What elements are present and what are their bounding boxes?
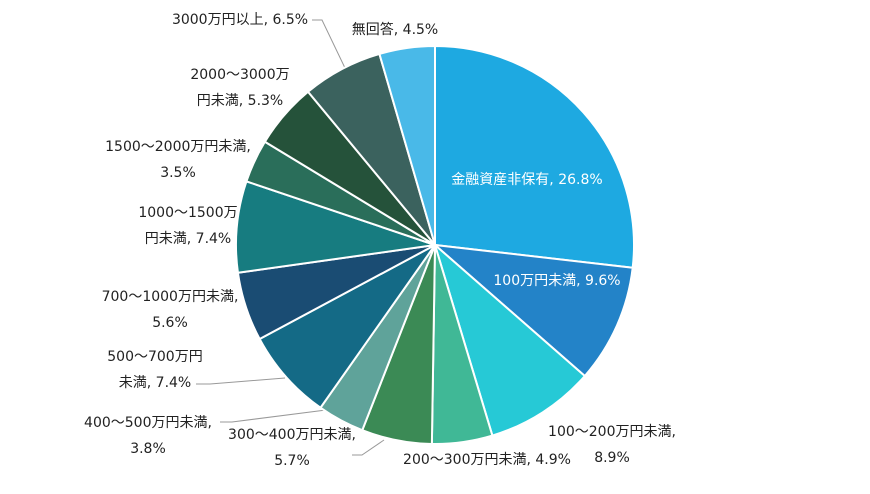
value-label: 26.8% <box>558 172 603 188</box>
value-label: 3.5% <box>160 165 196 181</box>
category: 2000～3000万円未満 <box>190 67 290 109</box>
category: 1000～1500万円未満 <box>138 205 238 247</box>
data-label: 200～300万円未満, 4.9% <box>372 447 602 473</box>
value-label: 9.6% <box>585 273 621 289</box>
data-label: 金融資産非保有, 26.8% <box>417 167 637 193</box>
separator: , <box>526 452 536 468</box>
category: 3000万円以上 <box>171 12 264 28</box>
category: 無回答 <box>351 22 394 38</box>
leader-line <box>312 19 346 69</box>
data-label: 1500～2000万円未満, 3.5% <box>93 134 263 186</box>
value-label: 8.9% <box>594 450 630 466</box>
category: 700～1000万円未満 <box>101 289 234 305</box>
category: 300～400万円未満 <box>228 427 352 443</box>
category: 1500～2000万円未満 <box>105 139 247 155</box>
pie-slice <box>433 241 587 437</box>
separator: , <box>207 415 212 431</box>
separator: , <box>351 427 356 443</box>
separator: , <box>238 93 248 109</box>
separator: , <box>671 424 676 440</box>
value-label: 5.6% <box>152 315 188 331</box>
category: 400～500万円未満 <box>84 415 208 431</box>
category: 金融資産非保有 <box>451 172 550 188</box>
value-label: 5.3% <box>247 93 284 109</box>
separator: , <box>146 375 156 391</box>
value-label: 4.9% <box>535 452 571 468</box>
data-label: 100万円未満, 9.6% <box>457 268 657 294</box>
data-label: 3000万円以上, 6.5% <box>125 7 355 33</box>
data-label: 2000～3000万円未満, 5.3% <box>184 62 296 114</box>
separator: , <box>263 12 273 28</box>
separator: , <box>549 172 559 188</box>
leader-line <box>220 409 327 423</box>
leader-line <box>196 377 286 385</box>
category: 100～200万円未満 <box>548 424 672 440</box>
data-label: 無回答, 4.5% <box>335 17 455 43</box>
separator: , <box>186 231 196 247</box>
value-label: 5.7% <box>274 453 310 469</box>
pie-slice <box>378 44 436 246</box>
data-label: 1000～1500万円未満, 7.4% <box>132 200 244 252</box>
data-label: 100～200万円未満, 8.9% <box>542 419 682 471</box>
value-label: 3.8% <box>130 441 166 457</box>
slices <box>235 44 635 445</box>
separator: , <box>246 139 251 155</box>
value-label: 7.4% <box>195 231 232 247</box>
value-label: 4.5% <box>402 22 439 38</box>
data-label: 300～400万円未満, 5.7% <box>222 422 362 474</box>
data-label: 700～1000万円未満, 5.6% <box>100 284 240 336</box>
data-label: 500～700万円未満, 7.4% <box>105 344 205 396</box>
pie-slice <box>431 243 634 378</box>
value-label: 6.5% <box>272 12 309 28</box>
pie-slice <box>434 44 635 269</box>
value-label: 7.4% <box>155 375 192 391</box>
data-label: 400～500万円未満, 3.8% <box>68 410 228 462</box>
separator: , <box>233 289 239 305</box>
leader-line <box>352 439 385 456</box>
leader-lines <box>196 19 385 456</box>
category: 200～300万円未満 <box>403 452 527 468</box>
separator: , <box>576 273 586 289</box>
category: 100万円未満 <box>493 273 577 289</box>
separator: , <box>393 22 403 38</box>
category: 500～700万円未満 <box>107 349 203 391</box>
